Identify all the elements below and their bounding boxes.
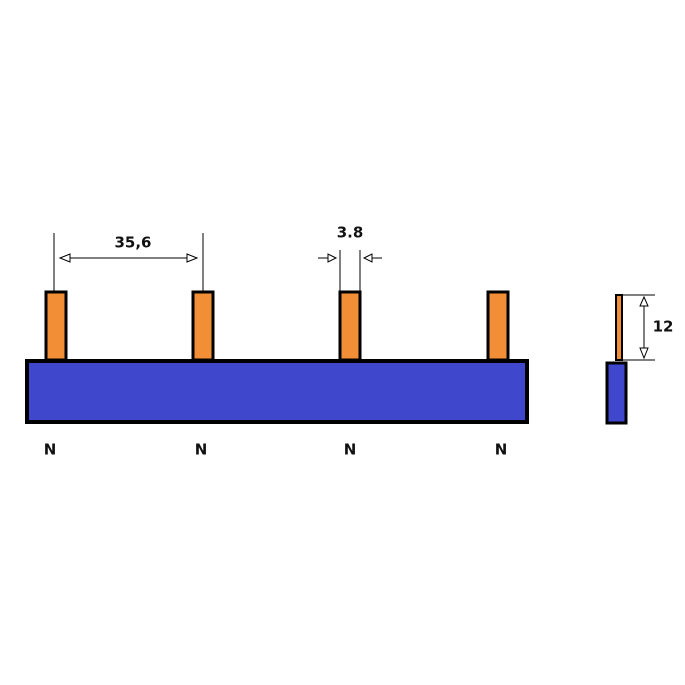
pin-label: N xyxy=(195,441,208,459)
pin-label: N xyxy=(344,441,357,459)
side-pin xyxy=(615,294,623,361)
pin-label: N xyxy=(495,441,508,459)
pin xyxy=(338,290,362,362)
side-busbar xyxy=(605,361,628,425)
pin xyxy=(191,290,215,362)
arrowhead xyxy=(186,253,199,263)
pin-label: N xyxy=(44,441,57,459)
arrowhead xyxy=(362,253,373,263)
pin xyxy=(44,290,68,362)
pin xyxy=(486,290,510,362)
pitch-label: 35,6 xyxy=(114,234,151,252)
arrowhead xyxy=(58,253,71,263)
arrowhead xyxy=(327,253,338,263)
arrowhead xyxy=(639,347,649,360)
pin-height-label: 12 xyxy=(653,318,674,336)
busbar xyxy=(25,359,529,424)
pin-width-label: 3.8 xyxy=(337,224,364,242)
arrowhead xyxy=(639,295,649,307)
